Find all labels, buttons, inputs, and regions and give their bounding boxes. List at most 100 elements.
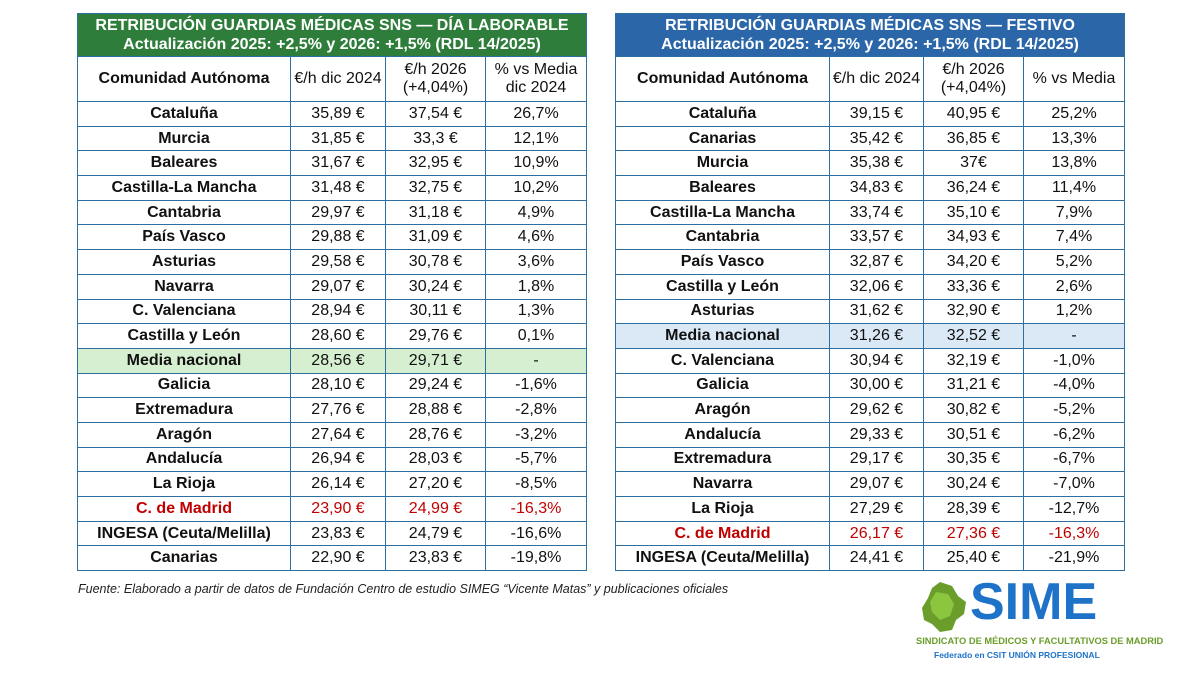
- cell-eur-2024: 28,56 €: [290, 347, 386, 374]
- cell-eur-2026: 35,10 €: [923, 199, 1024, 226]
- cell-comunidad: Canarias: [615, 125, 830, 152]
- cell-eur-2024: 28,60 €: [290, 323, 386, 349]
- cell-eur-2024: 35,89 €: [290, 101, 386, 127]
- cell-pct: 12,1%: [484, 125, 588, 152]
- table-row: Baleares 34,83 €36,24 €11,4%: [615, 175, 1126, 201]
- cell-eur-2024: 28,94 €: [290, 298, 386, 325]
- cell-eur-2024: 29,17 €: [829, 446, 924, 473]
- cell-comunidad: País Vasco: [615, 249, 830, 275]
- cell-eur-2024: 33,57 €: [829, 224, 924, 251]
- cell-eur-2026: 36,85 €: [923, 125, 1024, 152]
- cell-pct: 4,9%: [484, 199, 588, 226]
- cell-eur-2026: 31,18 €: [385, 199, 486, 226]
- table-body: Cataluña 35,89 €37,54 €26,7% Murcia 31,85 €…: [77, 101, 588, 572]
- cell-pct: 1,2%: [1022, 298, 1126, 325]
- cell-pct: -1,0%: [1022, 347, 1126, 374]
- cell-comunidad: Navarra: [615, 471, 830, 497]
- cell-pct: -5,2%: [1022, 397, 1126, 423]
- cell-eur-2024: 22,90 €: [290, 545, 386, 572]
- cell-comunidad: C. de Madrid: [77, 496, 291, 522]
- table-row: Castilla y León 32,06 €33,36 €2,6%: [615, 273, 1126, 300]
- madrid-region-icon: [922, 582, 966, 632]
- cell-eur-2026: 30,82 €: [923, 397, 1024, 423]
- cell-eur-2026: 28,39 €: [923, 496, 1024, 522]
- cell-comunidad: Baleares: [77, 150, 291, 177]
- cell-comunidad: Galicia: [615, 372, 830, 399]
- cell-pct: 7,4%: [1022, 224, 1126, 251]
- cell-comunidad: La Rioja: [77, 471, 291, 497]
- cell-eur-2024: 31,67 €: [290, 150, 386, 177]
- cell-eur-2024: 34,83 €: [829, 175, 924, 201]
- table-festivo: RETRIBUCIÓN GUARDIAS MÉDICAS SNS — FESTI…: [614, 13, 1126, 572]
- table-dia-laborable: RETRIBUCIÓN GUARDIAS MÉDICAS SNS — DÍA L…: [76, 13, 588, 572]
- cell-eur-2024: 29,07 €: [829, 471, 924, 497]
- table-row: Murcia 35,38 €37€ 13,8%: [615, 150, 1126, 177]
- cell-eur-2026: 30,24 €: [923, 471, 1024, 497]
- table-row: Extremadura 29,17 €30,35 € -6,7%: [615, 446, 1126, 473]
- cell-pct: -8,5%: [484, 471, 588, 497]
- cell-comunidad: Aragón: [615, 397, 830, 423]
- cell-eur-2026: 29,71 €: [385, 347, 486, 374]
- cell-pct: 0,1%: [484, 323, 588, 349]
- table-row: Cantabria 33,57 €34,93 €7,4%: [615, 224, 1126, 251]
- table-row: Castilla-La Mancha 31,48 €32,75 €10,2%: [77, 175, 588, 201]
- table-row: Andalucía 26,94 €28,03 € -5,7%: [77, 446, 588, 473]
- cell-eur-2026: 34,20 €: [923, 249, 1024, 275]
- cell-eur-2024: 31,26 €: [829, 323, 924, 349]
- cell-eur-2026: 37€: [923, 150, 1024, 177]
- table-row: Baleares 31,67 €32,95 €10,9%: [77, 150, 588, 177]
- cell-pct: -: [1022, 323, 1126, 349]
- cell-eur-2026: 27,36 €: [923, 520, 1024, 547]
- table-row: Cantabria 29,97 €31,18 €4,9%: [77, 199, 588, 226]
- cell-eur-2024: 32,87 €: [829, 249, 924, 275]
- cell-pct: 11,4%: [1022, 175, 1126, 201]
- cell-comunidad: Extremadura: [615, 446, 830, 473]
- cell-eur-2024: 30,94 €: [829, 347, 924, 374]
- cell-pct: 7,9%: [1022, 199, 1126, 226]
- cell-pct: 3,6%: [484, 249, 588, 275]
- cell-eur-2024: 28,10 €: [290, 372, 386, 399]
- cell-pct: -16,3%: [1022, 520, 1126, 547]
- table-row: Extremadura 27,76 €28,88 € -2,8%: [77, 397, 588, 423]
- cell-pct: -6,7%: [1022, 446, 1126, 473]
- logo-word: SIME: [970, 573, 1098, 631]
- cell-pct: 5,2%: [1022, 249, 1126, 275]
- cell-eur-2026: 30,35 €: [923, 446, 1024, 473]
- cell-eur-2026: 30,11 €: [385, 298, 486, 325]
- cell-eur-2024: 31,48 €: [290, 175, 386, 201]
- column-header-comunidad: Comunidad Autónoma: [77, 56, 291, 102]
- table-row: Cataluña 35,89 €37,54 €26,7%: [77, 101, 588, 127]
- column-header-2026: €/h 2026 (+4,04%): [385, 56, 486, 102]
- cell-pct: 4,6%: [484, 224, 588, 251]
- table-row: Galicia 28,10 €29,24 € -1,6%: [77, 372, 588, 399]
- source-note: Fuente: Elaborado a partir de datos de F…: [78, 582, 729, 596]
- cell-eur-2026: 29,24 €: [385, 372, 486, 399]
- cell-pct: -3,2%: [484, 421, 588, 448]
- cell-pct: -16,6%: [484, 520, 588, 547]
- cell-comunidad: C. de Madrid: [615, 520, 830, 547]
- cell-comunidad: C. Valenciana: [615, 347, 830, 374]
- table-row: Navarra 29,07 €30,24 € -7,0%: [615, 471, 1126, 497]
- cell-comunidad: Castilla y León: [77, 323, 291, 349]
- cell-eur-2026: 31,21 €: [923, 372, 1024, 399]
- cell-eur-2024: 33,74 €: [829, 199, 924, 226]
- cell-pct: -21,9%: [1022, 545, 1126, 572]
- cell-pct: -4,0%: [1022, 372, 1126, 399]
- cell-pct: 1,3%: [484, 298, 588, 325]
- cell-eur-2026: 25,40 €: [923, 545, 1024, 572]
- cell-pct: -: [484, 347, 588, 374]
- cell-eur-2026: 28,88 €: [385, 397, 486, 423]
- cell-comunidad: Andalucía: [77, 446, 291, 473]
- cell-eur-2026: 33,36 €: [923, 273, 1024, 300]
- table-row: Media nacional 31,26 €32,52 € -: [615, 323, 1126, 349]
- cell-eur-2024: 31,85 €: [290, 125, 386, 152]
- table-title-line2: Actualización 2025: +2,5% y 2026: +1,5% …: [661, 36, 1079, 53]
- table-row: C. de Madrid 26,17 €27,36 € -16,3%: [615, 520, 1126, 547]
- cell-eur-2024: 32,06 €: [829, 273, 924, 300]
- cell-eur-2026: 32,90 €: [923, 298, 1024, 325]
- cell-comunidad: La Rioja: [615, 496, 830, 522]
- cell-eur-2026: 31,09 €: [385, 224, 486, 251]
- column-header-2026: €/h 2026 (+4,04%): [923, 56, 1024, 102]
- cell-eur-2026: 28,03 €: [385, 446, 486, 473]
- cell-pct: -1,6%: [484, 372, 588, 399]
